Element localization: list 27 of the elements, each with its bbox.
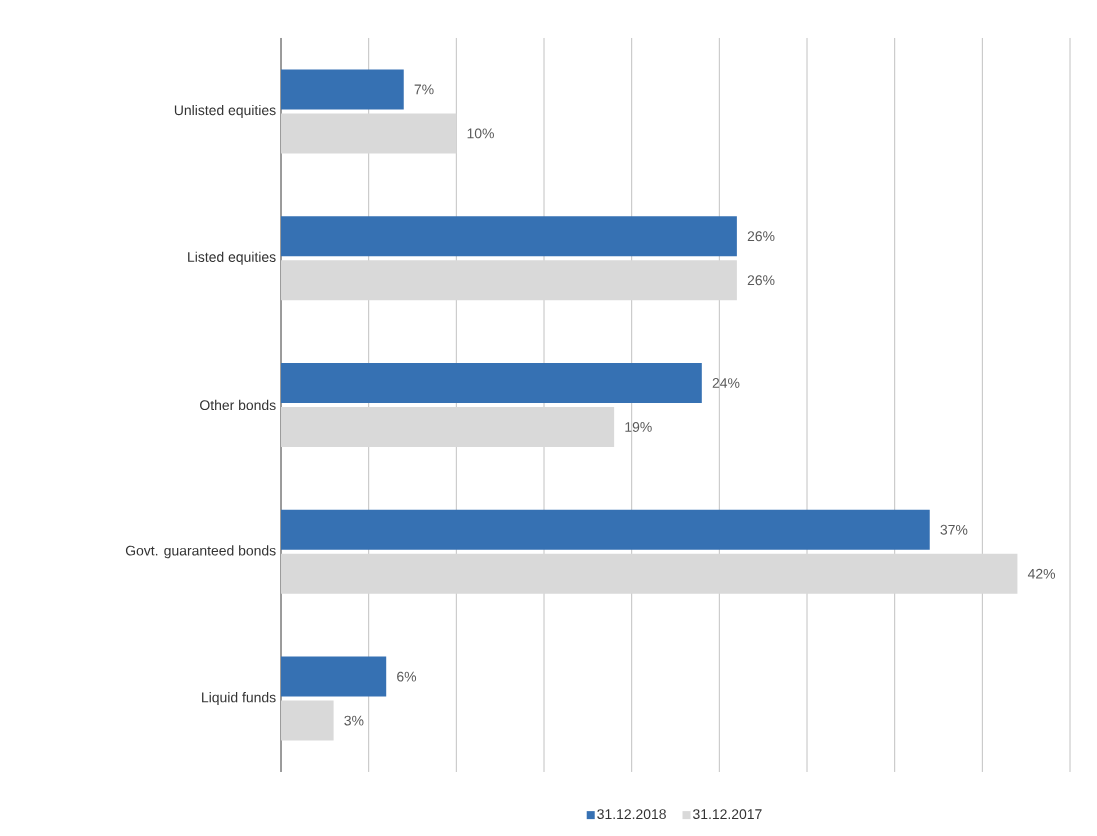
y-tick-label: Unlisted equities bbox=[174, 104, 276, 118]
y-tick-label: Listed equities bbox=[188, 251, 276, 265]
data-label: 19% bbox=[625, 422, 652, 432]
bar bbox=[281, 362, 702, 403]
bar bbox=[281, 553, 1018, 594]
data-label: 26% bbox=[747, 275, 775, 286]
bar bbox=[281, 113, 457, 154]
data-label: 3% bbox=[344, 715, 364, 726]
data-label: 42% bbox=[1027, 568, 1056, 579]
bar bbox=[281, 216, 737, 257]
bar bbox=[281, 700, 334, 741]
y-tick-label: Govt. guaranteed bonds bbox=[125, 545, 276, 559]
legend-label: 31.12.2017 bbox=[693, 809, 762, 820]
data-label: 10% bbox=[467, 128, 494, 139]
y-tick-label: Other bonds bbox=[200, 399, 276, 411]
data-label: 7% bbox=[414, 84, 434, 95]
legend-label: 31.12.2018 bbox=[597, 809, 666, 820]
data-label: 6% bbox=[397, 671, 417, 682]
bar bbox=[281, 406, 615, 447]
y-tick-label: Liquid funds bbox=[202, 692, 276, 706]
data-label: 37% bbox=[940, 524, 968, 535]
bar bbox=[281, 69, 404, 110]
bar bbox=[281, 509, 930, 550]
bar bbox=[281, 656, 387, 697]
data-label: 26% bbox=[747, 231, 775, 242]
bar bbox=[281, 260, 737, 301]
data-label: 24% bbox=[712, 378, 740, 388]
